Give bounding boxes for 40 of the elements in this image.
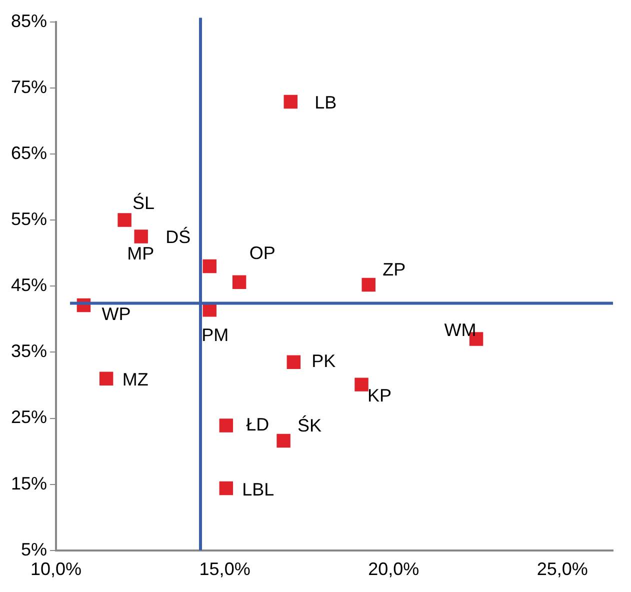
annotation: OP — [249, 243, 276, 264]
annotation: ŚL — [132, 192, 155, 213]
point — [276, 434, 290, 448]
annotation: KP — [368, 386, 392, 406]
annotation: LBL — [242, 479, 274, 500]
y-tick-label: 65% — [10, 142, 48, 163]
y-tick-label: 5% — [21, 539, 48, 560]
annotation: MP — [127, 244, 154, 264]
annotation: WM — [444, 320, 476, 340]
y-tick-label: 75% — [10, 76, 48, 97]
y-tick-label: 45% — [10, 275, 48, 296]
point — [134, 230, 148, 244]
annotation: ZP — [382, 260, 406, 280]
y-tick-label: 35% — [10, 341, 48, 362]
point — [232, 275, 246, 289]
point — [219, 418, 234, 432]
x-tick-label: 15,0% — [199, 559, 250, 580]
annotation: DŚ — [166, 226, 191, 248]
annotation: PM — [202, 324, 229, 345]
annotation: WP — [102, 304, 131, 324]
point — [99, 372, 114, 386]
point — [354, 378, 368, 392]
point — [219, 481, 234, 496]
annotation: ŁD — [246, 414, 270, 434]
y-tick-label: 25% — [10, 407, 48, 428]
point — [362, 278, 376, 292]
x-tick-label: 25,0% — [536, 559, 588, 580]
x-tick-label: 10,0% — [30, 559, 82, 580]
x-tick-label: 20,0% — [368, 559, 420, 580]
annotation: MZ — [122, 370, 148, 390]
point — [284, 94, 298, 109]
y-tick-label: 85% — [10, 10, 48, 31]
y-tick-label: 55% — [10, 208, 48, 229]
point — [286, 355, 301, 369]
annotation: LB — [314, 92, 337, 113]
point — [118, 213, 132, 227]
point — [202, 259, 216, 274]
y-tick-label: 15% — [10, 473, 48, 494]
annotation: PK — [312, 351, 336, 372]
annotation: ŚK — [298, 414, 322, 436]
